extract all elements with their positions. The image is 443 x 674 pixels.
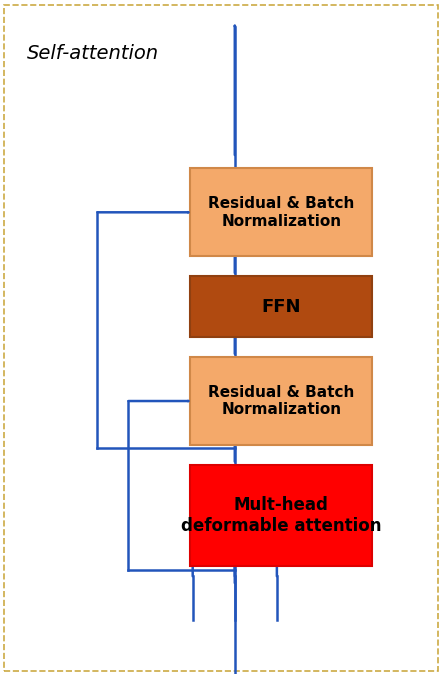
Text: FFN: FFN xyxy=(261,298,301,315)
Text: Self-attention: Self-attention xyxy=(27,44,159,63)
Text: Mult-head
deformable attention: Mult-head deformable attention xyxy=(181,496,381,535)
FancyBboxPatch shape xyxy=(190,168,372,256)
Text: Residual & Batch
Normalization: Residual & Batch Normalization xyxy=(208,385,354,417)
FancyBboxPatch shape xyxy=(190,357,372,445)
FancyBboxPatch shape xyxy=(190,465,372,566)
FancyBboxPatch shape xyxy=(190,276,372,337)
Text: Residual & Batch
Normalization: Residual & Batch Normalization xyxy=(208,196,354,228)
